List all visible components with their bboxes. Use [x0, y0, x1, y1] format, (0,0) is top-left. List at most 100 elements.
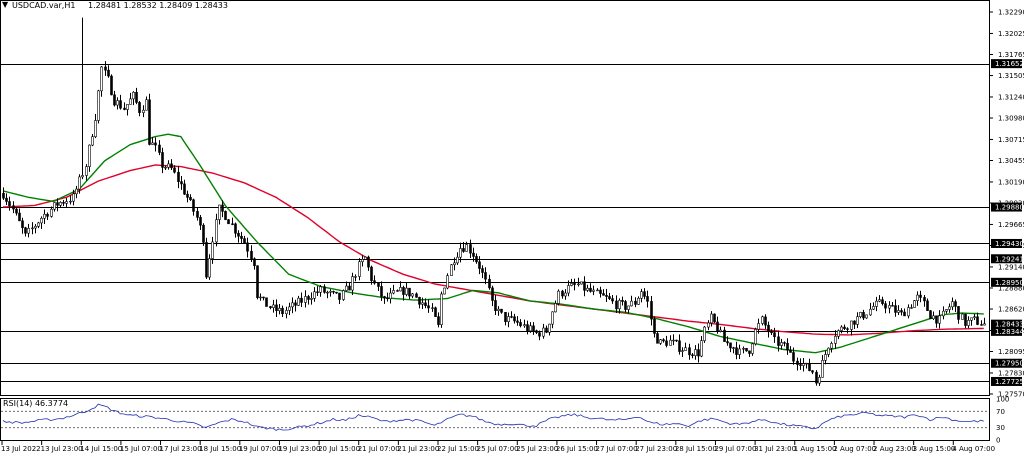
time-tick-label: 22 Jul 15:00 [437, 445, 479, 453]
candle-body [618, 300, 621, 310]
candle-body [586, 287, 589, 291]
candle-body [707, 322, 710, 328]
candle-body [948, 306, 951, 310]
price-tick-label: 1.32025 [998, 30, 1024, 38]
candle-body [167, 163, 170, 168]
candle-body [557, 290, 560, 304]
candle-body [472, 252, 475, 257]
candle-body [761, 316, 764, 324]
candle-body [281, 307, 284, 315]
candle-body [40, 217, 43, 224]
candle-body [634, 300, 637, 305]
candle-body [211, 241, 214, 259]
candle-body [916, 294, 919, 301]
candle-body [177, 171, 180, 182]
candle-body [526, 324, 529, 332]
candle-body [338, 292, 341, 300]
candle-body [227, 219, 230, 225]
candle-body [405, 287, 408, 295]
candle-body [380, 286, 383, 297]
candle-body [218, 204, 221, 220]
candle-body [15, 208, 18, 214]
candle-body [275, 304, 278, 312]
candle-body [126, 104, 129, 110]
candle-body [69, 200, 72, 203]
candle-body [383, 296, 386, 299]
candle-body [186, 193, 189, 198]
candle-body [462, 248, 465, 252]
candle-body [627, 305, 630, 310]
candle-body [653, 318, 656, 334]
level-price-badge [991, 376, 1022, 386]
candle-body [726, 341, 729, 344]
candle-body [421, 302, 424, 305]
candle-body [767, 324, 770, 333]
candle-body [440, 293, 443, 325]
rsi-axis: 100 70 30 0 [996, 396, 1009, 445]
candle-body [516, 320, 519, 323]
candle-body [72, 193, 75, 202]
candle-body [951, 301, 954, 308]
price-tick-label: 1.30715 [998, 136, 1024, 144]
rsi-tick-label: 0 [996, 437, 1000, 445]
price-tick-label: 1.30455 [998, 157, 1024, 165]
candle-body [224, 211, 227, 220]
candle-body [729, 342, 732, 349]
candle-body [783, 342, 786, 344]
candle-body [358, 261, 361, 277]
candle-body [907, 307, 910, 317]
symbol-label: USDCAD.var,H1 [12, 1, 75, 10]
candle-body [754, 329, 757, 345]
candle-body [91, 136, 94, 146]
candle-body [46, 213, 49, 217]
candle-body [865, 314, 868, 319]
candle-body [386, 297, 389, 300]
candle-body [827, 347, 830, 355]
candle-body [719, 329, 722, 332]
level-price-label: 1.29430 [995, 240, 1024, 248]
candle-body [691, 354, 694, 356]
candle-body [205, 242, 208, 278]
candle-body [208, 258, 211, 278]
candle-body [818, 376, 821, 384]
candle-body [488, 278, 491, 289]
time-tick-label: 25 Jul 23:00 [516, 445, 558, 453]
candle-body [253, 258, 256, 267]
candle-body [669, 339, 672, 346]
time-tick-label: 13 Jul 2022 [1, 445, 41, 453]
candle-body [62, 202, 65, 204]
candle-body [703, 326, 706, 341]
candle-body [135, 91, 138, 103]
time-tick-label: 28 Jul 15:00 [675, 445, 717, 453]
candle-body [500, 308, 503, 313]
candle-body [307, 296, 310, 300]
candle-body [697, 349, 700, 357]
candle-body [923, 297, 926, 302]
candle-body [602, 293, 605, 296]
candle-body [484, 272, 487, 280]
candle-body [764, 316, 767, 326]
candle-body [570, 283, 573, 286]
candle-body [132, 91, 135, 100]
price-tick-label: 1.32290 [998, 9, 1024, 17]
candle-body [192, 199, 195, 212]
candle-body [529, 325, 532, 332]
ohlc-readout: 1.28481 1.28532 1.28409 1.28433 [88, 1, 228, 10]
candle-body [85, 166, 88, 176]
candle-body [881, 299, 884, 304]
candle-body [596, 289, 599, 292]
candle-body [313, 291, 316, 299]
candle-body [304, 296, 307, 303]
candle-body [780, 342, 783, 346]
candle-body [465, 244, 468, 252]
candle-body [262, 296, 265, 299]
candle-body [231, 223, 234, 225]
dropdown-triangle-icon[interactable]: ▼ [2, 0, 9, 9]
candle-body [288, 306, 291, 311]
candle-body [215, 219, 218, 243]
candle-body [2, 192, 5, 199]
candle-body [332, 291, 335, 293]
